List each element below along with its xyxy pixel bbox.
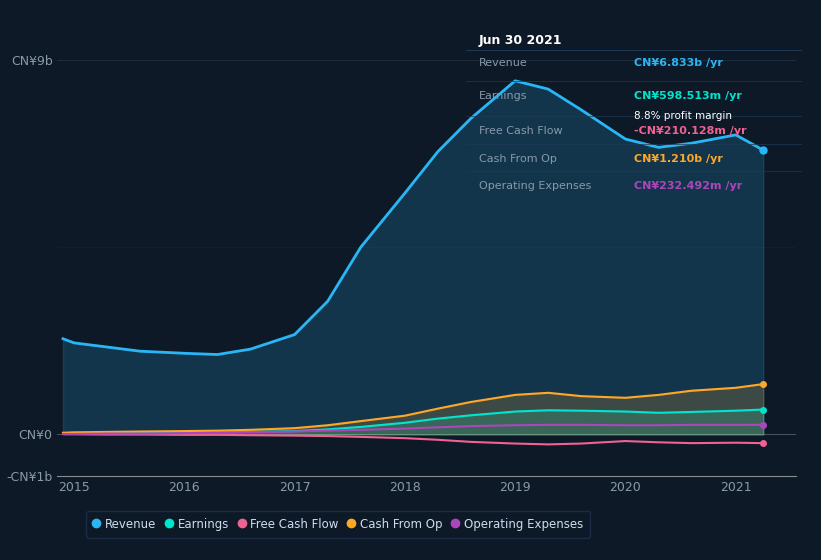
Text: Earnings: Earnings [479, 91, 527, 101]
Text: CN¥598.513m /yr: CN¥598.513m /yr [634, 91, 741, 101]
Text: Free Cash Flow: Free Cash Flow [479, 127, 562, 137]
Text: CN¥1.210b /yr: CN¥1.210b /yr [634, 153, 722, 164]
Text: -CN¥210.128m /yr: -CN¥210.128m /yr [634, 127, 746, 137]
Text: Operating Expenses: Operating Expenses [479, 181, 591, 191]
Text: Revenue: Revenue [479, 58, 528, 68]
Text: Jun 30 2021: Jun 30 2021 [479, 34, 562, 46]
Legend: Revenue, Earnings, Free Cash Flow, Cash From Op, Operating Expenses: Revenue, Earnings, Free Cash Flow, Cash … [86, 511, 590, 538]
Text: CN¥6.833b /yr: CN¥6.833b /yr [634, 58, 722, 68]
Text: CN¥232.492m /yr: CN¥232.492m /yr [634, 181, 742, 191]
Text: Cash From Op: Cash From Op [479, 153, 557, 164]
Text: 8.8% profit margin: 8.8% profit margin [634, 111, 732, 122]
